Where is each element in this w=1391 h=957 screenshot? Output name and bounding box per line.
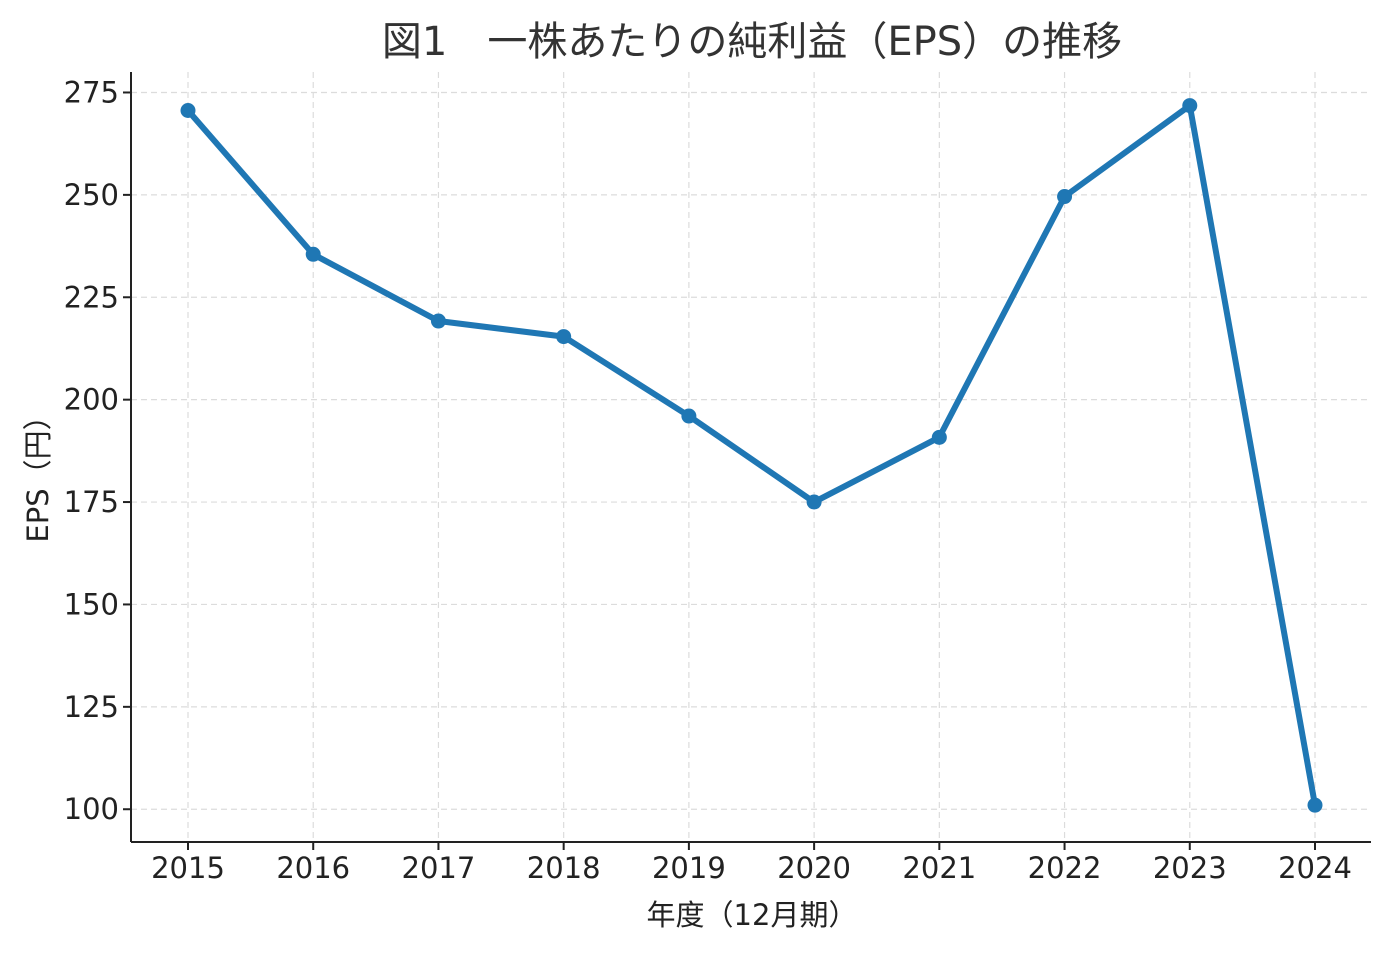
data-point (806, 494, 822, 510)
axes (130, 72, 1371, 843)
y-tick-label: 225 (64, 280, 119, 314)
data-point (1307, 797, 1323, 813)
data-point (430, 313, 446, 329)
y-tick-label: 250 (64, 178, 119, 212)
eps-series-line (185, 102, 1318, 809)
x-axis-label: 年度（12月期） (647, 898, 858, 932)
x-tick-label: 2017 (402, 851, 476, 885)
x-tick-label: 2023 (1153, 851, 1227, 885)
data-point (180, 103, 196, 118)
x-tick-label: 2018 (527, 851, 601, 885)
grid-lines (131, 72, 1371, 842)
y-tick-label: 275 (64, 75, 119, 109)
data-point (1182, 98, 1198, 114)
y-tick-label: 200 (64, 383, 119, 417)
y-tick-label: 150 (64, 587, 119, 621)
tick-marks: 2015 2016 2017 2018 2019 2020 2021 2022 2023 2024… (64, 75, 1352, 885)
x-tick-label: 2019 (652, 851, 726, 885)
y-tick-label: 100 (64, 792, 119, 826)
y-axis-label: EPS（円） (21, 401, 55, 542)
x-tick-label: 2016 (276, 851, 350, 885)
data-point (556, 329, 572, 345)
x-tick-label: 2022 (1028, 851, 1102, 885)
x-tick-label: 2024 (1278, 851, 1352, 885)
data-point (1057, 189, 1073, 205)
data-point (681, 408, 697, 424)
x-tick-label: 2021 (902, 851, 976, 885)
x-tick-label: 2020 (777, 851, 851, 885)
series-layer (180, 98, 1323, 813)
y-tick-label: 175 (64, 485, 119, 519)
x-tick-label: 2015 (151, 851, 225, 885)
y-tick-label: 125 (64, 690, 119, 724)
data-point (305, 246, 321, 262)
chart-title: 図1 一株あたりの純利益（EPS）の推移 (382, 19, 1122, 65)
data-point (931, 429, 947, 445)
